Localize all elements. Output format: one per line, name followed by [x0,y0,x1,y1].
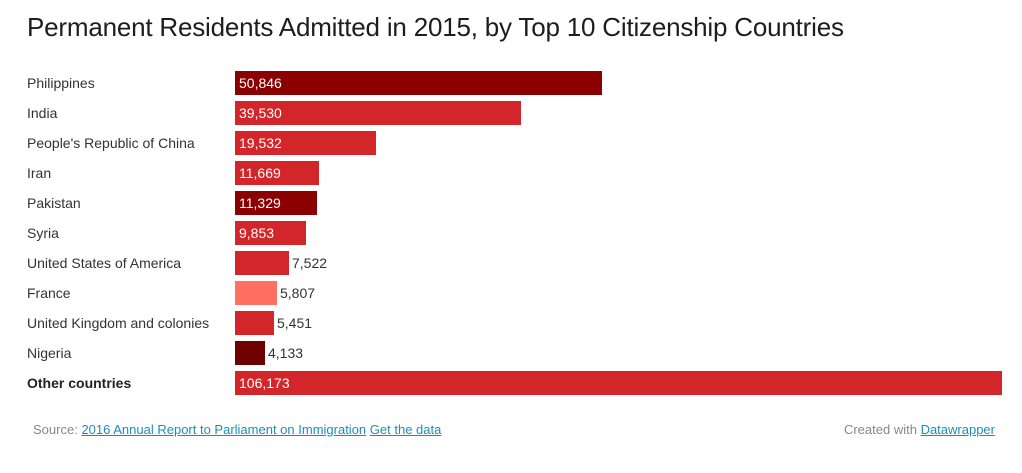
bar [235,71,602,95]
bar-row: Syria 9,853 [0,218,1022,248]
bar [235,371,1002,395]
value-label: 5,807 [280,285,316,301]
category-label: Philippines [27,75,95,91]
chart-title: Permanent Residents Admitted in 2015, by… [27,12,844,42]
bar-row: People's Republic of China 19,532 [0,128,1022,158]
bar-row: France 5,807 [0,278,1022,308]
bar-row: United States of America 7,522 [0,248,1022,278]
value-label: 4,133 [268,345,304,361]
source-line: Source: 2016 Annual Report to Parliament… [33,422,441,437]
value-label: 5,451 [277,315,313,331]
bar [235,221,306,245]
bar-row: United Kingdom and colonies 5,451 [0,308,1022,338]
category-label: Pakistan [27,195,81,211]
value-label: 11,669 [239,165,281,181]
category-label: Iran [27,165,52,181]
value-label: 50,846 [239,75,282,91]
category-label: India [27,105,58,121]
datawrapper-link[interactable]: Datawrapper [920,422,995,437]
category-label: United States of America [27,255,182,271]
bar-row: Other countries 106,173 [0,368,1022,398]
category-label: United Kingdom and colonies [27,315,210,331]
bar [235,161,319,185]
bar [235,191,317,215]
value-label: 106,173 [239,375,290,391]
value-label: 9,853 [239,225,275,241]
source-prefix: Source: [33,422,78,437]
category-label: Other countries [27,375,132,391]
category-label: Syria [27,225,59,241]
bar [235,311,274,335]
value-label: 19,532 [239,135,282,151]
bar [235,131,376,155]
source-link[interactable]: 2016 Annual Report to Parliament on Immi… [81,422,367,437]
category-label: France [27,285,71,301]
bar-row: Pakistan 11,329 [0,188,1022,218]
value-label: 11,329 [239,195,281,211]
bar [235,281,277,305]
bar-row: Iran 11,669 [0,158,1022,188]
category-label: People's Republic of China [27,135,195,151]
created-with-text: Created with [843,422,917,437]
bar-row: Philippines 50,846 [0,68,1022,98]
bar [235,101,521,125]
value-label: 39,530 [239,105,282,121]
bar [235,251,289,275]
value-label: 7,522 [292,255,328,271]
bar [235,341,265,365]
bar-row: Nigeria 4,133 [0,338,1022,368]
bar-row: India 39,530 [0,98,1022,128]
category-label: Nigeria [27,345,72,361]
get-the-data-link[interactable]: Get the data [369,422,442,437]
credit-line: Created with Datawrapper [844,422,995,437]
